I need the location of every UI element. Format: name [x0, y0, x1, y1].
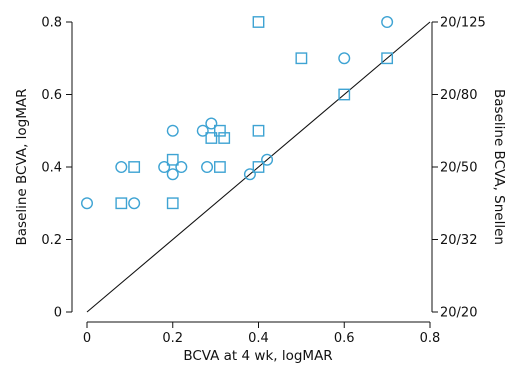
- y-tick-label: 0.4: [41, 161, 62, 176]
- y2-axis-title: Baseline BCVA, Snellen: [491, 89, 507, 245]
- y2-tick-label: 20/50: [440, 161, 477, 176]
- y-tick-label: 0.8: [41, 16, 62, 31]
- circle-point: [158, 160, 171, 173]
- y-tick-label: 0.2: [41, 233, 62, 248]
- circle-point: [205, 117, 218, 130]
- square-point: [205, 132, 218, 144]
- circle-point: [166, 124, 179, 137]
- square-point: [252, 124, 265, 137]
- identity-line: [86, 21, 431, 313]
- square-point: [115, 197, 128, 210]
- y2-tick-label: 20/125: [440, 16, 486, 31]
- circle-point: [261, 153, 274, 166]
- x-tick-label: 0.4: [248, 331, 269, 346]
- y-axis-title: Baseline BCVA, logMAR: [14, 88, 30, 245]
- x-tick-label: 0.8: [420, 331, 441, 346]
- circle-point: [115, 160, 128, 173]
- circle-point: [338, 52, 351, 65]
- circle-point: [201, 160, 214, 173]
- y2-tick-label: 20/80: [440, 88, 477, 103]
- square-point: [214, 161, 226, 173]
- circle-point: [128, 197, 141, 210]
- y-tick-label: 0.6: [41, 88, 62, 103]
- square-point: [338, 88, 351, 101]
- circle-point: [243, 168, 256, 181]
- square-point: [252, 161, 265, 173]
- circle-point: [80, 197, 93, 210]
- circle-point: [175, 160, 188, 173]
- axes: 0 0.2 0.4 0.6 0.8 0 0.2 0.4 0.6 0.8 20/20 20/32 20/5…: [41, 16, 485, 347]
- square-point: [166, 153, 179, 166]
- square-point: [252, 16, 265, 28]
- data-points: [80, 16, 431, 313]
- square-point: [295, 52, 308, 65]
- square-point: [218, 132, 231, 144]
- x-axis-title: BCVA at 4 wk, logMAR: [183, 348, 332, 364]
- square-point: [166, 197, 179, 210]
- square-point: [381, 52, 394, 65]
- y2-tick-label: 20/20: [440, 306, 477, 321]
- circle-point: [166, 168, 179, 181]
- square-point: [214, 124, 226, 137]
- x-tick-label: 0.6: [334, 331, 355, 346]
- circle-point: [381, 16, 394, 29]
- y-tick-label: 0: [54, 306, 62, 321]
- y2-tick-label: 20/32: [440, 233, 477, 248]
- x-tick-label: 0.2: [162, 331, 183, 346]
- x-tick-label: 0: [83, 331, 91, 346]
- circle-point: [196, 124, 209, 137]
- square-point: [128, 161, 141, 173]
